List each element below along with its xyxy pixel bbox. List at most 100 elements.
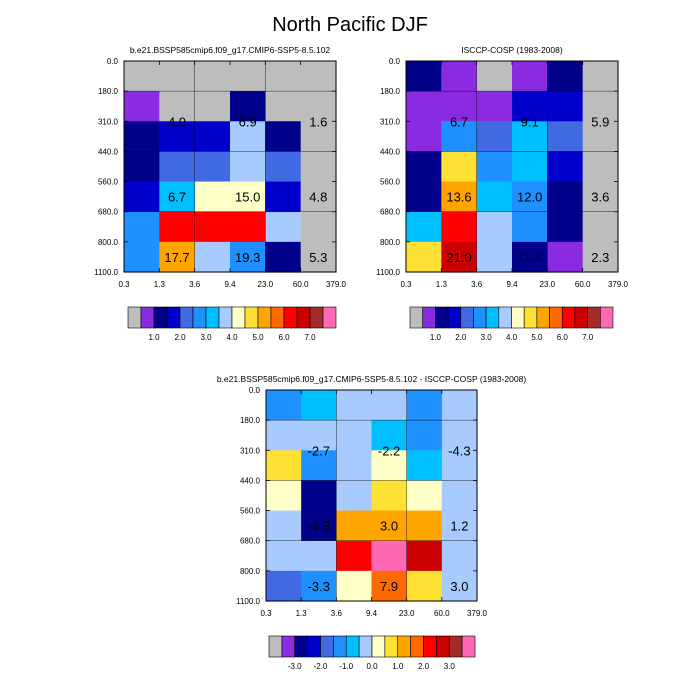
colorbar-swatch: [574, 306, 588, 329]
colorbar-label: 4.0: [226, 333, 238, 342]
heatmap-cell: [441, 121, 478, 153]
x-tick-label: 3.6: [189, 280, 201, 289]
heatmap-cell: [406, 570, 443, 602]
heatmap-cell: [265, 121, 302, 153]
data-label: 12.0: [517, 190, 542, 205]
heatmap-cell: [547, 181, 584, 213]
heatmap-cell: [406, 61, 442, 92]
colorbar-swatch: [205, 306, 220, 329]
colorbar-swatch: [549, 306, 563, 329]
y-tick-label: 680.0: [98, 208, 119, 217]
heatmap-cell: [371, 570, 408, 602]
heatmap-cell: [230, 121, 266, 153]
x-tick-label: 1.3: [154, 280, 166, 289]
data-label: 7.9: [380, 579, 398, 594]
heatmap-cell: [336, 510, 373, 542]
heatmap-cell: [441, 450, 478, 482]
colorbar-label: -3.0: [288, 662, 302, 671]
heatmap-cell: [194, 61, 231, 92]
heatmap-cell: [124, 61, 160, 92]
x-tick-label: 23.0: [540, 280, 556, 289]
heatmap-cell: [441, 570, 478, 602]
colorbar-swatch: [371, 635, 386, 658]
colorbar-swatch: [485, 306, 500, 329]
colorbar-swatch: [600, 306, 614, 329]
heatmap-cell: [547, 211, 584, 243]
heatmap-cell: [406, 151, 442, 183]
heatmap-cell: [301, 510, 337, 542]
data-label: -4.3: [448, 443, 470, 458]
data-label: 13.6: [446, 190, 471, 205]
heatmap-cell: [159, 121, 196, 153]
heatmap-cell: [124, 91, 160, 122]
x-tick-label: 0.3: [400, 280, 412, 289]
heatmap-cell: [336, 390, 373, 421]
heatmap-cell: [371, 540, 408, 572]
colorbar-swatch: [268, 635, 283, 658]
y-tick-label: 680.0: [380, 208, 401, 217]
heatmap-cell: [194, 91, 231, 122]
x-tick-label: 1.3: [436, 280, 448, 289]
data-label: 9.1: [521, 114, 539, 129]
heatmap-cell: [406, 241, 442, 273]
x-tick-label: 9.4: [366, 609, 378, 618]
colorbar-swatch: [422, 306, 436, 329]
heatmap-cell: [265, 241, 302, 273]
y-tick-label: 180.0: [240, 416, 261, 425]
heatmap-cell: [194, 211, 231, 243]
colorbar-swatch: [127, 306, 142, 329]
heatmap-cell: [300, 61, 337, 92]
panels: b.e21.BSSP585cmip6.f09_g17.CMIP6-SSP5-8.…: [94, 45, 628, 671]
heatmap-cell: [230, 61, 266, 92]
heatmap-cell: [441, 390, 478, 421]
heatmap-cell: [441, 91, 478, 122]
colorbar-swatch: [320, 635, 334, 658]
data-label: 3.6: [591, 190, 609, 205]
data-label: 15.0: [235, 190, 260, 205]
x-tick-label: 9.4: [506, 280, 518, 289]
colorbar-swatch: [460, 306, 474, 329]
colorbar-swatch: [461, 635, 476, 658]
heatmap-panel-3: b.e21.BSSP585cmip6.f09_g17.CMIP6-SSP5-8.…: [217, 374, 526, 671]
heatmap-cell: [124, 211, 160, 243]
heatmap-cell: [301, 570, 337, 602]
colorbar-label: 5.0: [252, 333, 264, 342]
colorbar-label: 5.0: [531, 333, 543, 342]
heatmap-panel-2: ISCCP-COSP (1983-2008) 0.0 180.0 310.0 440.0…: [376, 45, 628, 342]
colorbar-swatch: [435, 306, 449, 329]
heatmap-cell: [159, 241, 196, 273]
colorbar-swatch: [447, 306, 462, 329]
heatmap-cell: [265, 61, 302, 92]
heatmap-cell: [547, 91, 584, 122]
x-tick-label: 0.3: [118, 280, 130, 289]
y-tick-label: 560.0: [98, 178, 119, 187]
heatmap-cell: [230, 91, 266, 122]
heatmap-cell: [265, 181, 302, 213]
heatmap-cell: [547, 61, 584, 92]
colorbar-swatch: [309, 306, 324, 329]
heatmap-cell: [124, 121, 160, 153]
colorbar-swatch: [257, 306, 272, 329]
colorbar-swatch: [345, 635, 360, 658]
colorbar-swatch: [523, 306, 538, 329]
heatmap-cell: [265, 91, 302, 122]
heatmap-cell: [336, 540, 373, 572]
heatmap-cell: [406, 181, 442, 213]
colorbar-label: 1.0: [148, 333, 160, 342]
data-label: 6.7: [450, 114, 468, 129]
data-label: -2.2: [378, 443, 400, 458]
y-tick-label: 800.0: [380, 238, 401, 247]
x-tick-label: 3.6: [331, 609, 343, 618]
colorbar-swatch: [322, 306, 337, 329]
x-tick-label: 379.0: [467, 609, 488, 618]
x-tick-label: 3.6: [471, 280, 483, 289]
colorbar-swatch: [231, 306, 246, 329]
heatmap-cell: [124, 151, 160, 183]
colorbar-label: 0.0: [366, 662, 378, 671]
data-label: -2.7: [308, 443, 330, 458]
y-tick-label: 440.0: [380, 147, 401, 156]
x-tick-label: 23.0: [258, 280, 274, 289]
y-tick-label: 560.0: [380, 178, 401, 187]
y-tick-label: 310.0: [98, 117, 119, 126]
